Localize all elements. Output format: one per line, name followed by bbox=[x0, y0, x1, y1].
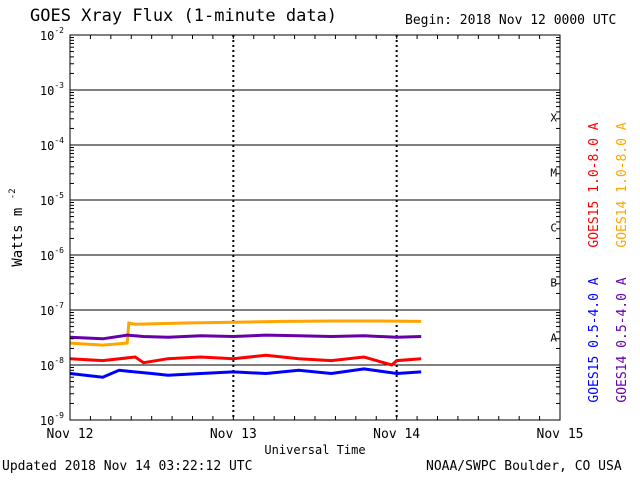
y-tick-label: 10-7 bbox=[40, 301, 64, 318]
y-tick-exponent: -3 bbox=[54, 81, 64, 90]
y-tick-label: 10-3 bbox=[40, 81, 64, 98]
grid-layer bbox=[70, 35, 560, 420]
y-tick-exponent: -9 bbox=[54, 411, 64, 420]
y-tick-label: 10-9 bbox=[40, 411, 64, 428]
y-tick-exponent: -8 bbox=[54, 356, 64, 365]
y-tick-label: 10-6 bbox=[40, 246, 64, 263]
y-tick-exponent: -2 bbox=[54, 26, 64, 35]
series-line bbox=[69, 367, 422, 379]
y-tick-label: 10-5 bbox=[40, 191, 64, 208]
y-tick-exponent: -7 bbox=[54, 301, 64, 310]
chart-title: GOES Xray Flux (1-minute data) bbox=[30, 6, 338, 26]
updated-timestamp: Updated 2018 Nov 14 03:22:12 UTC bbox=[2, 459, 253, 474]
y-tick-exponent: -6 bbox=[54, 246, 64, 255]
y-tick-label: 10-2 bbox=[40, 26, 64, 43]
legend-entry: GOES14 1.0-8.0 A bbox=[615, 122, 630, 247]
series-line bbox=[69, 319, 422, 347]
x-tick-label: Nov 14 bbox=[373, 427, 420, 442]
axis-layer bbox=[69, 34, 561, 421]
y-tick-exponent: -5 bbox=[54, 191, 64, 200]
flare-class-label: C bbox=[550, 222, 557, 235]
y-tick-label: 10-4 bbox=[40, 136, 64, 153]
flare-class-label: A bbox=[550, 332, 557, 345]
legend-entry: GOES15 0.5-4.0 A bbox=[587, 277, 602, 402]
x-axis-label: Universal Time bbox=[264, 443, 365, 457]
series-layer bbox=[69, 319, 422, 379]
label-layer: 10-9 10-8 10-7 10-6 10-5 10-4 10-3 10-2 Nov 12 No… bbox=[8, 26, 630, 457]
credit-label: NOAA/SWPC Boulder, CO USA bbox=[426, 459, 622, 474]
flare-class-label: M bbox=[550, 167, 557, 180]
series-line bbox=[69, 333, 422, 341]
y-axis-label: Watts m -2 bbox=[8, 188, 26, 266]
plot-frame bbox=[69, 34, 561, 421]
y-tick-exponent: -4 bbox=[54, 136, 64, 145]
flare-class-label: B bbox=[550, 277, 557, 290]
y-axis-exponent: -2 bbox=[8, 188, 18, 199]
x-tick-label: Nov 13 bbox=[210, 427, 257, 442]
x-tick-label: Nov 15 bbox=[537, 427, 584, 442]
series-line bbox=[69, 353, 422, 367]
y-tick-label: 10-8 bbox=[40, 356, 64, 373]
legend-entry: GOES14 0.5-4.0 A bbox=[615, 277, 630, 402]
x-tick-label: Nov 12 bbox=[47, 427, 94, 442]
begin-time-label: Begin: 2018 Nov 12 0000 UTC bbox=[405, 13, 617, 28]
flare-class-label: X bbox=[550, 112, 557, 125]
legend-entry: GOES15 1.0-8.0 A bbox=[587, 122, 602, 247]
